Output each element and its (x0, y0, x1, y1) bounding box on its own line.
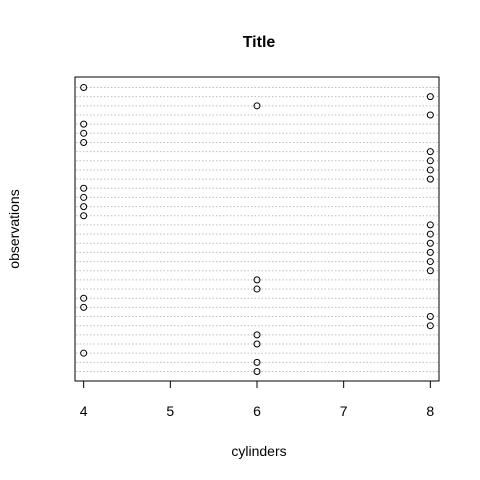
data-point (80, 212, 88, 220)
data-point (80, 120, 88, 128)
data-point (426, 258, 434, 266)
data-point (426, 175, 434, 183)
data-point (426, 313, 434, 321)
data-point (80, 303, 88, 311)
x-tick-label: 4 (80, 403, 88, 419)
data-point (426, 230, 434, 238)
data-point (253, 340, 261, 348)
data-point (426, 93, 434, 101)
data-point (426, 148, 434, 156)
data-point (80, 294, 88, 302)
x-tick-label: 6 (253, 403, 261, 419)
data-point (80, 84, 88, 91)
x-tick-label: 8 (426, 403, 434, 419)
data-point (253, 285, 261, 293)
data-point (253, 358, 261, 366)
data-point (426, 221, 434, 229)
grid-lines (76, 87, 438, 372)
data-point (80, 129, 88, 137)
data-point (253, 368, 261, 375)
data-point (253, 276, 261, 284)
x-axis-label: cylinders (231, 443, 286, 459)
data-point (80, 349, 88, 357)
y-axis-label: observations (6, 189, 22, 268)
data-point (80, 203, 88, 211)
data-point (80, 184, 88, 192)
data-point (426, 248, 434, 256)
data-point (253, 102, 261, 110)
plot-frame (74, 76, 440, 382)
data-point (426, 322, 434, 330)
data-point (80, 138, 88, 146)
data-point (426, 239, 434, 247)
data-point (426, 166, 434, 174)
data-point (426, 157, 434, 165)
chart-title: Title (243, 34, 276, 51)
x-axis: 4 5 6 7 8 (80, 380, 434, 419)
x-tick-label: 7 (340, 403, 348, 419)
data-point (253, 331, 261, 339)
data-points (80, 84, 434, 375)
data-point (80, 193, 88, 201)
x-tick-label: 5 (166, 403, 174, 419)
data-point (426, 111, 434, 119)
data-point (426, 267, 434, 275)
